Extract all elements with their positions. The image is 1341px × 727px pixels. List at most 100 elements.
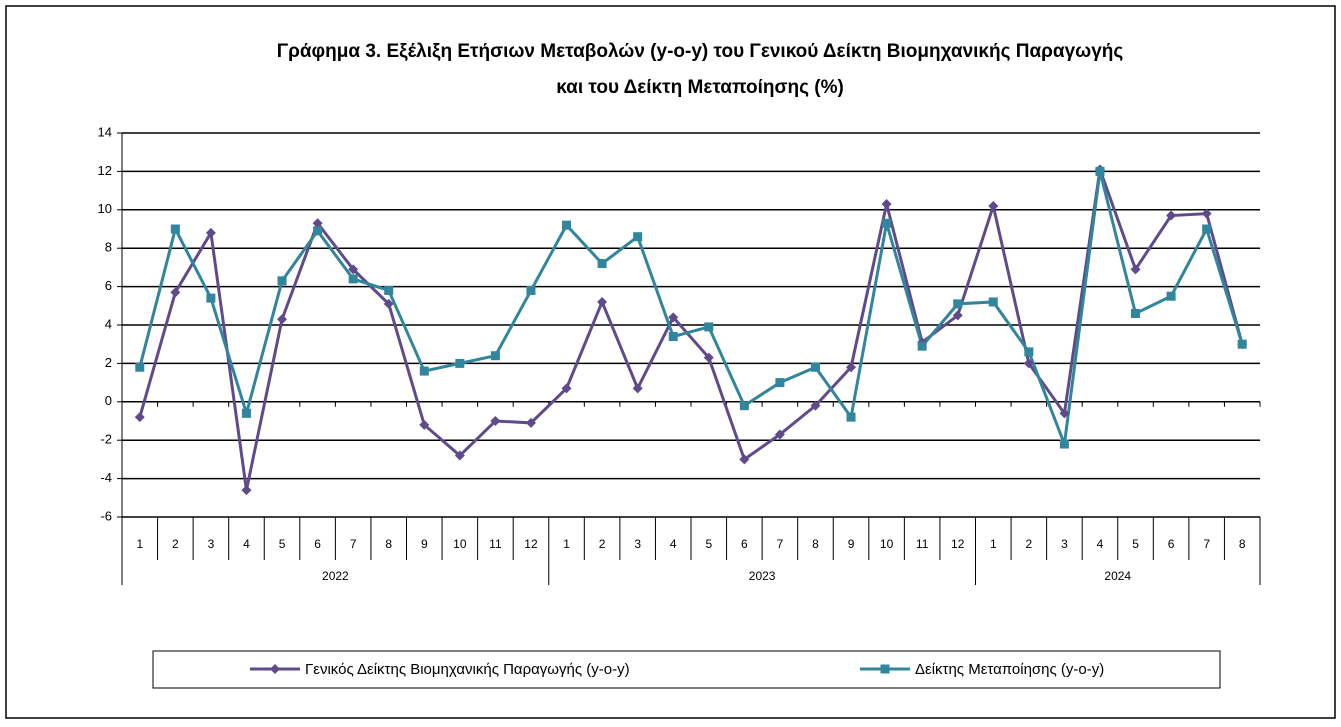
legend-marker bbox=[880, 664, 890, 674]
x-tick-label: 3 bbox=[208, 537, 215, 551]
x-tick-label: 8 bbox=[385, 537, 392, 551]
x-tick-label: 7 bbox=[350, 537, 357, 551]
data-point bbox=[455, 358, 465, 368]
data-point bbox=[597, 259, 607, 269]
y-tick-label: -6 bbox=[100, 508, 112, 523]
data-point bbox=[1201, 208, 1212, 219]
legend-label: Γενικός Δείκτης Βιομηχανικής Παραγωγής (… bbox=[305, 661, 630, 678]
chart-frame bbox=[5, 5, 1336, 719]
data-point bbox=[561, 383, 572, 394]
data-point bbox=[597, 296, 608, 307]
x-tick-label: 10 bbox=[453, 537, 467, 551]
y-tick-label: 14 bbox=[98, 124, 112, 139]
data-point bbox=[1202, 224, 1212, 234]
data-point bbox=[1131, 308, 1141, 318]
legend bbox=[152, 650, 1221, 689]
data-point bbox=[953, 299, 963, 309]
x-tick-label: 1 bbox=[990, 537, 997, 551]
data-point bbox=[526, 285, 536, 295]
data-point bbox=[774, 429, 785, 440]
x-tick-label: 8 bbox=[1239, 537, 1246, 551]
x-tick-label: 11 bbox=[916, 537, 929, 551]
data-point bbox=[1237, 339, 1247, 349]
data-point bbox=[810, 400, 821, 411]
data-point bbox=[632, 383, 643, 394]
data-point bbox=[490, 416, 501, 426]
y-tick-label: 6 bbox=[105, 278, 112, 293]
x-tick-label: 7 bbox=[777, 537, 784, 551]
x-group-label: 2024 bbox=[1104, 569, 1131, 583]
y-tick-label: -4 bbox=[100, 470, 112, 485]
y-tick-label: 10 bbox=[98, 201, 112, 216]
x-tick-label: 6 bbox=[314, 537, 321, 551]
x-tick-label: 1 bbox=[136, 537, 143, 551]
x-tick-label: 12 bbox=[524, 537, 538, 551]
y-tick-label: 8 bbox=[105, 240, 112, 255]
x-tick-label: 11 bbox=[489, 537, 502, 551]
data-point bbox=[988, 297, 998, 307]
data-point bbox=[846, 412, 856, 422]
data-point bbox=[881, 199, 892, 210]
x-tick-label: 9 bbox=[848, 537, 855, 551]
data-point bbox=[739, 401, 749, 411]
x-tick-label: 4 bbox=[670, 537, 677, 551]
data-point bbox=[704, 322, 714, 332]
x-tick-label: 3 bbox=[1061, 537, 1068, 551]
x-group-label: 2023 bbox=[749, 569, 776, 583]
x-tick-label: 8 bbox=[812, 537, 819, 551]
data-point bbox=[1166, 210, 1177, 221]
x-tick-label: 6 bbox=[741, 537, 748, 551]
legend-marker bbox=[270, 664, 280, 674]
data-point bbox=[134, 412, 145, 423]
data-point bbox=[454, 450, 465, 461]
data-point bbox=[668, 312, 679, 323]
data-point bbox=[241, 485, 252, 496]
data-point bbox=[739, 454, 750, 465]
data-point bbox=[206, 293, 216, 303]
x-tick-label: 2 bbox=[599, 537, 606, 551]
data-point bbox=[525, 417, 536, 428]
legend-label: Δείκτης Μεταποίησης (y-o-y) bbox=[915, 661, 1104, 678]
series-line bbox=[138, 171, 1244, 445]
data-point bbox=[1059, 408, 1070, 419]
x-tick-label: 10 bbox=[880, 537, 894, 551]
data-point bbox=[277, 276, 287, 286]
data-point bbox=[135, 362, 145, 372]
data-point bbox=[313, 226, 323, 236]
data-point bbox=[383, 298, 394, 309]
data-point bbox=[1023, 358, 1034, 369]
y-tick-label: 4 bbox=[105, 316, 112, 331]
data-point bbox=[348, 264, 359, 275]
x-tick-label: 9 bbox=[421, 537, 428, 551]
data-point bbox=[633, 232, 643, 242]
data-point bbox=[917, 341, 927, 351]
x-tick-label: 5 bbox=[1132, 537, 1139, 551]
data-point bbox=[952, 310, 963, 321]
data-point bbox=[490, 351, 500, 361]
y-tick-label: 0 bbox=[105, 393, 112, 408]
data-point bbox=[419, 366, 429, 376]
data-point bbox=[1130, 264, 1141, 275]
data-point bbox=[846, 362, 857, 373]
data-point bbox=[170, 224, 180, 234]
x-tick-label: 4 bbox=[243, 537, 250, 551]
x-tick-label: 7 bbox=[1203, 537, 1210, 551]
data-point bbox=[668, 332, 678, 342]
data-point bbox=[562, 220, 572, 230]
data-point bbox=[775, 378, 785, 388]
x-tick-label: 3 bbox=[634, 537, 641, 551]
x-tick-label: 6 bbox=[1168, 537, 1175, 551]
data-point bbox=[170, 287, 181, 298]
data-point bbox=[277, 314, 288, 325]
chart-title: Γράφημα 3. Εξέλιξη Ετήσιων Μεταβολών (y-… bbox=[277, 41, 1124, 62]
data-point bbox=[205, 227, 216, 238]
data-point bbox=[1059, 439, 1069, 449]
data-point bbox=[348, 274, 358, 284]
data-point bbox=[1166, 291, 1176, 301]
x-tick-label: 5 bbox=[279, 537, 286, 551]
series-line bbox=[138, 168, 1244, 491]
data-point bbox=[882, 218, 892, 228]
x-tick-label: 4 bbox=[1097, 537, 1104, 551]
x-tick-label: 5 bbox=[705, 537, 712, 551]
